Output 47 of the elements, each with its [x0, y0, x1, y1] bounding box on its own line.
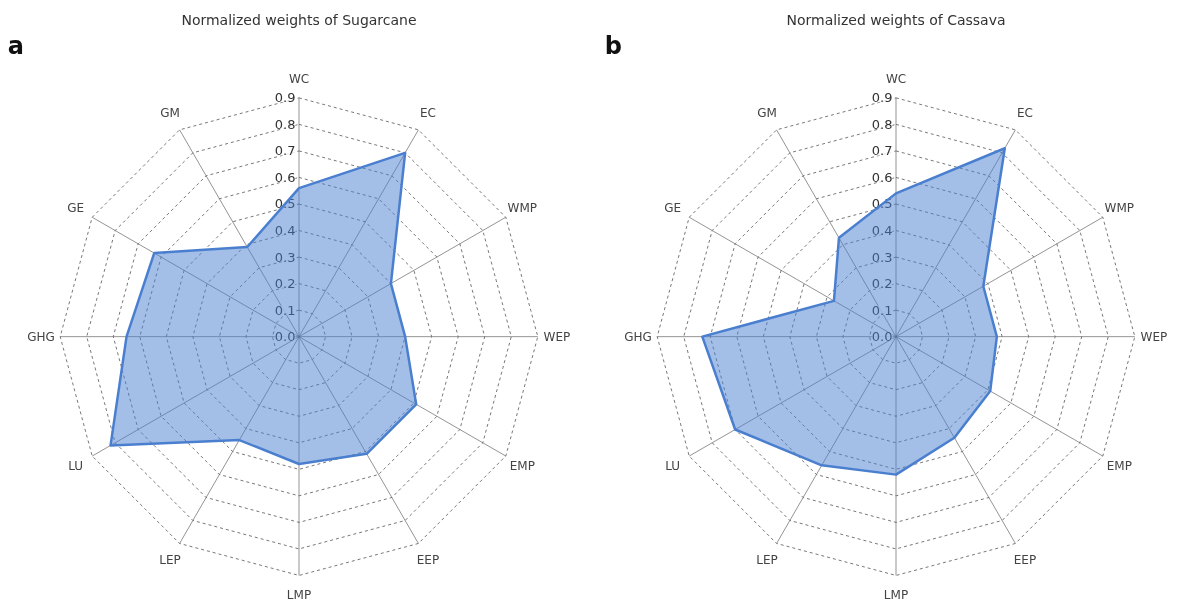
- spoke-label: LEP: [159, 553, 181, 568]
- y-tick-label: 0.5: [274, 196, 296, 212]
- spoke-label: GM: [160, 106, 180, 121]
- chart-title: Normalized weights of Cassava: [786, 11, 1006, 28]
- y-tick-label: 0.9: [871, 90, 893, 106]
- spoke-label: EMP: [1106, 458, 1132, 473]
- spoke-label: EC: [1016, 106, 1033, 121]
- y-tick-label: 0.2: [871, 276, 893, 292]
- spoke-label: LMP: [286, 587, 312, 602]
- y-tick-label: 0.6: [274, 169, 296, 185]
- spoke-label: LMP: [883, 587, 909, 602]
- spoke-label: GHG: [624, 329, 652, 344]
- spoke-label: WEP: [543, 329, 571, 344]
- y-tick-label: 0.4: [274, 223, 296, 239]
- y-tick-label: 0.3: [274, 249, 296, 265]
- y-tick-label: 0.2: [274, 276, 296, 292]
- y-tick-label: 0.1: [274, 302, 296, 318]
- spoke-label: WMP: [1104, 200, 1135, 215]
- spoke-label: EEP: [1013, 553, 1037, 568]
- y-tick-label: 0.7: [274, 143, 296, 159]
- spoke-label: EEP: [416, 553, 440, 568]
- spoke-label: WEP: [1140, 329, 1168, 344]
- spoke-label: GE: [67, 200, 85, 215]
- chart-title: Normalized weights of Sugarcane: [181, 11, 417, 28]
- spoke-label: GHG: [27, 329, 55, 344]
- spoke-label: WMP: [507, 200, 538, 215]
- y-tick-label: 0.0: [871, 329, 893, 345]
- y-tick-label: 0.3: [871, 249, 893, 265]
- spoke-label: EC: [419, 106, 436, 121]
- y-tick-label: 0.8: [871, 116, 893, 132]
- y-tick-label: 0.4: [871, 223, 893, 239]
- y-tick-label: 0.0: [274, 329, 296, 345]
- spoke-label: LU: [665, 458, 681, 473]
- text: a: [7, 31, 24, 60]
- spoke-label: LU: [68, 458, 84, 473]
- y-tick-label: 0.8: [274, 116, 296, 132]
- spoke-label: LEP: [756, 553, 778, 568]
- spoke-label: EMP: [509, 458, 535, 473]
- spoke-label: GE: [664, 200, 682, 215]
- y-tick-label: 0.7: [871, 143, 893, 159]
- spoke-label: WC: [885, 71, 907, 86]
- y-tick-label: 0.9: [274, 90, 296, 106]
- y-tick-label: 0.1: [871, 302, 893, 318]
- spoke-label: WC: [288, 71, 310, 86]
- text: b: [604, 31, 622, 60]
- spoke-label: GM: [757, 106, 777, 121]
- y-tick-label: 0.6: [871, 169, 893, 185]
